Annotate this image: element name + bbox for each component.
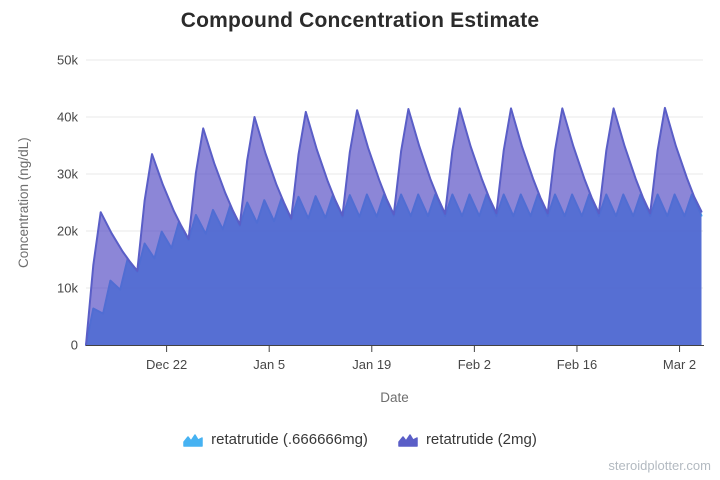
- y-tick-labels: 50k 40k 30k 20k 10k 0: [57, 53, 78, 353]
- x-tick-labels: Dec 22 Jan 5 Jan 19 Feb 2 Feb 16 Mar 2: [146, 357, 696, 372]
- x-tick-label: Jan 19: [352, 357, 391, 372]
- area-series-icon: [183, 433, 203, 447]
- x-tick-label: Dec 22: [146, 357, 187, 372]
- x-tick-label: Feb 2: [458, 357, 491, 372]
- y-tick-label: 20k: [57, 224, 78, 239]
- x-tick-label: Jan 5: [253, 357, 285, 372]
- x-axis: [86, 345, 704, 352]
- series-areas: [85, 106, 703, 346]
- x-axis-title: Date: [380, 390, 409, 405]
- area-series-icon: [398, 433, 418, 447]
- legend-label: retatrutide (2mg): [425, 431, 537, 448]
- x-tick-label: Feb 16: [557, 357, 597, 372]
- y-tick-label: 40k: [57, 110, 78, 125]
- legend-item-1[interactable]: retatrutide (2mg): [398, 431, 537, 448]
- x-tick-label: Mar 2: [663, 357, 696, 372]
- y-tick-label: 10k: [57, 281, 78, 296]
- legend-label: retatrutide (.666666mg): [211, 431, 368, 448]
- legend-item-0[interactable]: retatrutide (.666666mg): [183, 431, 368, 448]
- y-tick-label: 0: [71, 338, 78, 353]
- chart-legend: retatrutide (.666666mg) retatrutide (2mg): [0, 431, 720, 448]
- watermark: steroidplotter.com: [608, 458, 711, 473]
- y-tick-label: 50k: [57, 53, 78, 68]
- y-axis-title: Concentration (ng/dL): [16, 137, 31, 268]
- y-tick-label: 30k: [57, 167, 78, 182]
- series-area-1[interactable]: [86, 107, 702, 346]
- series-line-1: [85, 106, 703, 346]
- chart-title: Compound Concentration Estimate: [180, 9, 540, 32]
